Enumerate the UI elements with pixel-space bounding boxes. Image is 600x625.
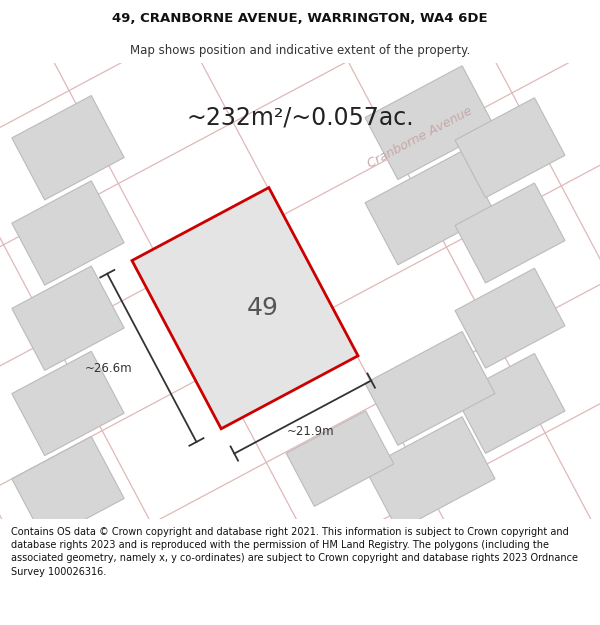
Text: ~26.6m: ~26.6m — [85, 362, 133, 375]
Polygon shape — [455, 354, 565, 453]
Polygon shape — [12, 96, 124, 200]
Polygon shape — [365, 151, 495, 265]
Polygon shape — [365, 417, 495, 531]
Text: Map shows position and indicative extent of the property.: Map shows position and indicative extent… — [130, 44, 470, 58]
Text: 49: 49 — [247, 296, 279, 320]
Polygon shape — [455, 183, 565, 283]
Polygon shape — [365, 66, 495, 179]
Text: ~232m²/~0.057ac.: ~232m²/~0.057ac. — [186, 106, 414, 129]
Text: Contains OS data © Crown copyright and database right 2021. This information is : Contains OS data © Crown copyright and d… — [11, 527, 578, 576]
Polygon shape — [286, 411, 394, 506]
Polygon shape — [12, 266, 124, 371]
Polygon shape — [132, 188, 358, 429]
Text: Cranborne Avenue: Cranborne Avenue — [365, 104, 475, 171]
Polygon shape — [455, 98, 565, 198]
Polygon shape — [12, 351, 124, 456]
Polygon shape — [12, 181, 124, 285]
Polygon shape — [455, 268, 565, 368]
Text: 49, CRANBORNE AVENUE, WARRINGTON, WA4 6DE: 49, CRANBORNE AVENUE, WARRINGTON, WA4 6D… — [112, 12, 488, 24]
Polygon shape — [12, 436, 124, 541]
Polygon shape — [365, 331, 495, 445]
Text: ~21.9m: ~21.9m — [286, 425, 334, 438]
